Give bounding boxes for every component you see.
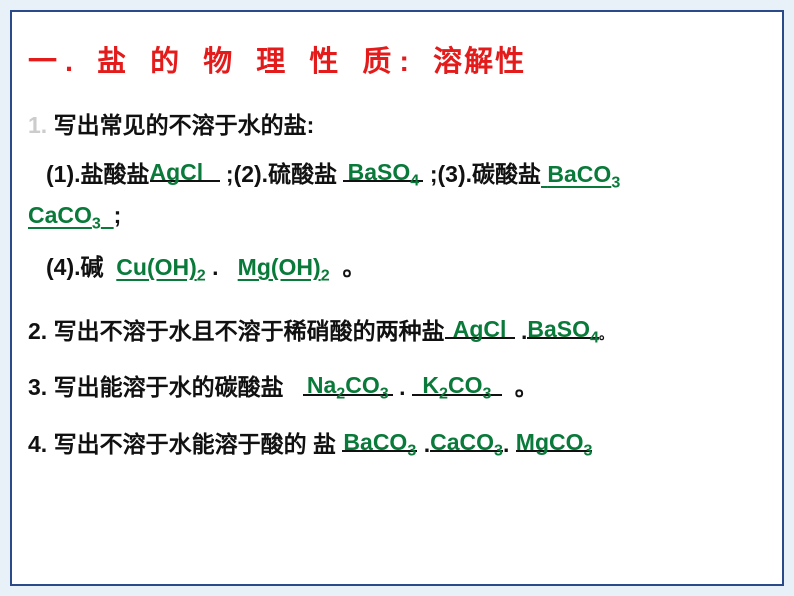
p4-label: (4).碱 [46,254,104,280]
q3-answer1: Na2CO3 [307,372,389,398]
p3-sep2: ; [114,202,122,228]
title-sub: 溶解性 [433,46,526,78]
q1-part4: (4).碱 Cu(OH)2 . Mg(OH)2 。 [28,250,766,288]
p1-sep: ; [226,161,234,187]
q1-text: 写出常见的不溶于水的盐: [54,112,315,138]
q2: 2. 写出不溶于水且不溶于稀硝酸的两种盐AgCl .BaSO4。 [28,314,766,349]
q3-dot: . [399,374,405,400]
p3-answer2: CaCO3 [28,202,114,228]
p4-end: 。 [342,254,365,280]
q4-text: 写出不溶于水能溶于酸的 盐 [54,431,336,457]
p3-label: (3).碳酸盐 [438,161,542,187]
slide-content: 一. 盐 的 物 理 性 质: 溶解性 1. 写出常见的不溶于水的盐: (1).… [10,10,784,586]
q2-end: 。 [599,326,613,342]
q1-part1-3: (1).盐酸盐AgCl ;(2).硫酸盐 BaSO4 ;(3).碳酸盐 BaCO… [28,157,766,195]
p2-sep: ; [430,161,438,187]
section-title: 一. 盐 的 物 理 性 质: 溶解性 [28,38,766,80]
p4-answer2: Mg(OH)2 [238,254,330,280]
q2-answer2: BaSO4 [527,316,599,342]
p4-dot: . [212,254,218,280]
p1-answer: AgCl [150,159,204,185]
q4-answer1: BaCO3 [343,429,416,455]
q3-end: 。 [515,374,538,400]
p2-answer: BaSO4 [348,159,420,185]
p2-label: (2).硫酸盐 [234,161,338,187]
p4-answer1: Cu(OH)2 [116,254,205,280]
q1-part3b: CaCO3 ; [28,198,766,236]
q4-num: 4. [28,431,47,457]
q3-answer2: K2CO3 [422,372,491,398]
p1-label: (1).盐酸盐 [46,161,150,187]
q2-num: 2. [28,318,47,344]
q3-num: 3. [28,374,47,400]
q2-answer1: AgCl [453,316,507,342]
title-prefix: 一. [28,46,81,78]
q4-dot2: . [503,431,509,457]
q4: 4. 写出不溶于水能溶于酸的 盐 BaCO3 .CaCO3. MgCO3 [28,427,766,462]
q4-answer2: CaCO3 [430,429,503,455]
q3-text: 写出能溶于水的碳酸盐 [54,374,284,400]
title-main: 盐 的 物 理 性 质: [97,46,417,78]
q4-answer3: MgCO3 [516,429,593,455]
p3-answer1: BaCO3 [541,161,620,187]
q1-num: 1. [28,112,47,138]
q3: 3. 写出能溶于水的碳酸盐 Na2CO3 . K2CO3 。 [28,370,766,405]
q1-header: 1. 写出常见的不溶于水的盐: [28,108,766,143]
q2-text: 写出不溶于水且不溶于稀硝酸的两种盐 [54,318,445,344]
